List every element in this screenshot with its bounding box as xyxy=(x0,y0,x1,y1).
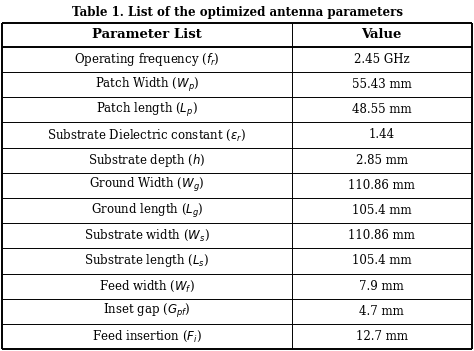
Text: 105.4 mm: 105.4 mm xyxy=(352,204,411,217)
Text: Ground length ($L_g$): Ground length ($L_g$) xyxy=(91,201,203,220)
Text: Table 1. List of the optimized antenna parameters: Table 1. List of the optimized antenna p… xyxy=(72,6,402,19)
Text: 2.45 GHz: 2.45 GHz xyxy=(354,53,410,66)
Text: Substrate width ($W_s$): Substrate width ($W_s$) xyxy=(84,228,210,243)
Text: 110.86 mm: 110.86 mm xyxy=(348,179,415,192)
Text: Feed insertion ($F_i$): Feed insertion ($F_i$) xyxy=(92,329,202,344)
Text: 110.86 mm: 110.86 mm xyxy=(348,229,415,242)
Text: Patch Width ($W_p$): Patch Width ($W_p$) xyxy=(95,75,199,93)
Text: Substrate depth ($h$): Substrate depth ($h$) xyxy=(88,152,206,168)
Text: 48.55 mm: 48.55 mm xyxy=(352,103,411,116)
Text: Substrate Dielectric constant ($\epsilon_r$): Substrate Dielectric constant ($\epsilon… xyxy=(47,127,246,143)
Text: Value: Value xyxy=(361,28,402,41)
Text: 55.43 mm: 55.43 mm xyxy=(352,78,411,91)
Text: 7.9 mm: 7.9 mm xyxy=(359,280,404,293)
Text: 4.7 mm: 4.7 mm xyxy=(359,305,404,318)
Text: Inset gap ($G_{pf}$): Inset gap ($G_{pf}$) xyxy=(103,303,191,320)
Text: 12.7 mm: 12.7 mm xyxy=(356,330,408,343)
Text: Feed width ($W_f$): Feed width ($W_f$) xyxy=(99,279,195,294)
Text: Patch length ($L_p$): Patch length ($L_p$) xyxy=(96,101,198,119)
Text: Substrate length ($L_s$): Substrate length ($L_s$) xyxy=(84,252,210,270)
Text: 105.4 mm: 105.4 mm xyxy=(352,254,411,267)
Text: Ground Width ($W_g$): Ground Width ($W_g$) xyxy=(89,176,205,194)
Text: Operating frequency ($f_r$): Operating frequency ($f_r$) xyxy=(74,51,220,68)
Text: 2.85 mm: 2.85 mm xyxy=(356,154,408,167)
Text: 1.44: 1.44 xyxy=(368,128,395,141)
Text: Parameter List: Parameter List xyxy=(92,28,202,41)
